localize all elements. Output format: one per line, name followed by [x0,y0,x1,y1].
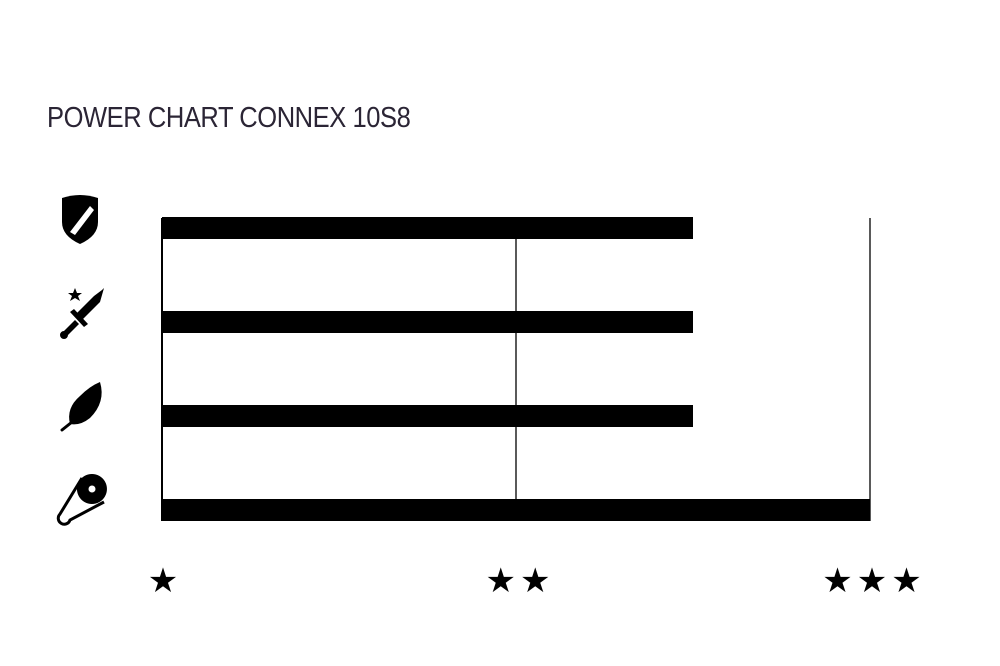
shield-icon [62,195,98,244]
x-tick-label: ★ [148,561,182,601]
feather-icon [60,382,102,432]
sword-icon-shape [60,288,104,339]
feather-icon-shape [69,382,102,425]
bar [162,311,693,333]
x-tick-label: ★★★ [822,561,925,601]
sword-icon [60,288,104,339]
bar [162,217,693,239]
chain-gear-icon [56,474,107,526]
chart-title: POWER CHART CONNEX 10S8 [47,102,411,134]
x-tick-label: ★★ [486,561,555,601]
bar [162,499,870,521]
bar [162,405,693,427]
